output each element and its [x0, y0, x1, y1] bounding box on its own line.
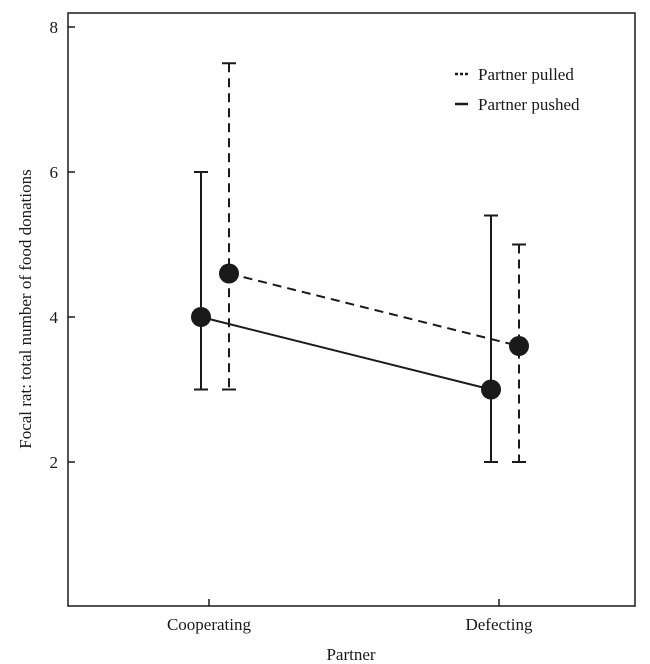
y-tick-label: 2	[50, 453, 59, 472]
legend-label: Partner pulled	[478, 65, 574, 84]
y-axis: 2 4 6 8	[50, 18, 75, 472]
y-tick-label: 8	[50, 18, 59, 37]
series-layer	[191, 62, 529, 463]
x-tick-label: Cooperating	[167, 615, 252, 634]
series-line	[200, 316, 492, 391]
y-axis-title: Focal rat: total number of food donation…	[16, 169, 35, 449]
plot-frame	[67, 12, 636, 607]
data-point	[481, 379, 501, 400]
data-point	[219, 263, 239, 284]
y-tick-label: 6	[50, 163, 59, 182]
series-partner-pushed	[191, 171, 501, 463]
y-tick-label: 4	[50, 308, 59, 327]
x-axis-title: Partner	[326, 645, 375, 664]
data-point	[509, 336, 529, 356]
x-axis: Cooperating Defecting	[167, 599, 533, 634]
series-partner-pulled	[219, 62, 529, 463]
legend-label: Partner pushed	[478, 95, 580, 114]
legend: Partner pulled Partner pushed	[455, 65, 580, 114]
series-line	[228, 272, 520, 347]
x-tick-label: Defecting	[465, 615, 533, 634]
data-point	[191, 307, 211, 327]
